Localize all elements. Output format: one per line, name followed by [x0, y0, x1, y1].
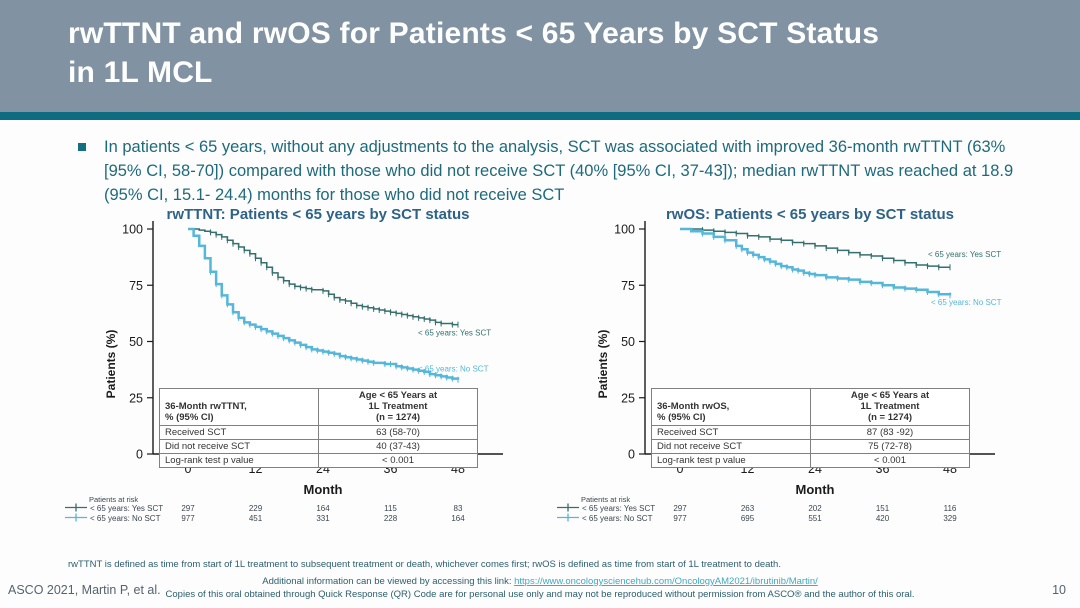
stats-row-value: 40 (37-43) [318, 438, 478, 455]
svg-text:0: 0 [136, 448, 143, 462]
at-risk-row-label: < 65 years: Yes SCT [582, 504, 656, 513]
svg-text:100: 100 [614, 223, 635, 237]
at-risk-value: 451 [248, 513, 263, 523]
stats-row: Did not receive SCT 40 (37-43) [159, 438, 478, 455]
x-axis-label: Month [795, 482, 835, 497]
stats-row-label: Did not receive SCT [651, 438, 811, 455]
stats-row-label: Log-rank test p value [651, 453, 811, 469]
at-risk-value: 116 [943, 504, 957, 513]
curve-end-label: < 65 years: Yes SCT [418, 329, 491, 338]
svg-text:75: 75 [621, 279, 635, 293]
at-risk-row-label: < 65 years: No SCT [582, 513, 653, 523]
stats-row-label: Received SCT [651, 424, 811, 440]
at-risk-value: 297 [673, 504, 687, 513]
patients-at-risk-label: Patients at risk [581, 495, 631, 504]
footnote-definitions: rwTTNT is defined as time from start of … [68, 559, 781, 570]
stats-row-value: 75 (72-78) [810, 438, 970, 455]
at-risk-value: 420 [875, 513, 890, 523]
stats-row: Received SCT 87 (83 -92) [651, 424, 970, 440]
at-risk-value: 695 [740, 513, 755, 523]
at-risk-row-label: < 65 years: No SCT [90, 513, 161, 523]
stats-table: 36-Month rwTTNT, % (95% CI) Age < 65 Year… [159, 388, 478, 469]
at-risk-value: 115 [384, 504, 397, 513]
patients-at-risk-label: Patients at risk [89, 495, 139, 504]
at-risk-value: 329 [943, 513, 957, 523]
summary-bullet-text: In patients < 65 years, without any adju… [104, 138, 1014, 204]
censor-marker-icon [65, 513, 87, 521]
stats-header-cell: 36-Month rwTTNT, % (95% CI) [159, 388, 319, 426]
svg-text:75: 75 [129, 279, 143, 293]
x-axis-label: Month [303, 482, 343, 497]
curve-end-label: < 65 years: No SCT [931, 298, 1002, 307]
at-risk-block: Month Patients at risk < 65 years: Yes SCT… [63, 474, 551, 544]
stats-row-label: Received SCT [159, 424, 319, 440]
at-risk-value: 229 [248, 504, 263, 513]
at-risk-value: 164 [451, 513, 465, 523]
censor-marker-icon [557, 503, 579, 512]
bullet-square-icon [78, 143, 86, 151]
stats-header-cell: Age < 65 Years at 1L Treatment (n = 1274… [318, 388, 478, 426]
curve-end-label: < 65 years: No SCT [418, 365, 489, 374]
at-risk-value: 151 [875, 504, 890, 513]
stats-row-value: 87 (83 -92) [810, 424, 970, 440]
stats-row: Log-rank test p value < 0.001 [651, 453, 970, 469]
chart-panel-rwttnt: rwTTNT: Patients < 65 years by SCT statu… [63, 204, 551, 550]
at-risk-value: 331 [316, 513, 330, 523]
y-axis-label: Patients (%) [104, 330, 118, 399]
at-risk-value: 164 [316, 504, 330, 513]
chart-title: rwTTNT: Patients < 65 years by SCT statu… [166, 206, 470, 223]
chart-panel-rwos: rwOS: Patients < 65 years by SCT status 1… [555, 204, 1043, 550]
at-risk-block: Month Patients at risk < 65 years: Yes SCT… [555, 474, 1043, 544]
stats-header-cell: 36-Month rwOS, % (95% CI) [651, 388, 811, 426]
at-risk-value: 977 [673, 513, 687, 523]
chart-title: rwOS: Patients < 65 years by SCT status [665, 206, 955, 223]
additional-info-prefix: Additional information can be viewed by … [262, 576, 515, 587]
at-risk-value: 263 [740, 504, 755, 513]
slide-title-line2: in 1L MCL [68, 56, 213, 89]
slide-header: rwTTNT and rwOS for Patients < 65 Years … [0, 0, 1080, 112]
svg-text:50: 50 [129, 335, 143, 349]
stats-header-cell: Age < 65 Years at 1L Treatment (n = 1274… [810, 388, 970, 426]
at-risk-value: 297 [181, 504, 195, 513]
stats-row-value: 63 (58-70) [318, 424, 478, 440]
at-risk-value: 202 [808, 504, 822, 513]
stats-row-value: < 0.001 [318, 453, 478, 469]
oncology-science-hub-link[interactable]: https://www.oncologysciencehub.com/Oncol… [514, 576, 818, 587]
svg-text:25: 25 [129, 391, 143, 405]
footnote-copies: Copies of this oral obtained through Qui… [165, 589, 915, 600]
stats-table: 36-Month rwOS, % (95% CI) Age < 65 Years … [651, 388, 970, 469]
page-number: 10 [1052, 583, 1066, 597]
stats-row: Did not receive SCT 75 (72-78) [651, 438, 970, 455]
stats-row-label: Did not receive SCT [159, 438, 319, 455]
svg-text:0: 0 [628, 448, 635, 462]
stats-row-value: < 0.001 [810, 453, 970, 469]
svg-text:25: 25 [621, 391, 635, 405]
citation: ASCO 2021, Martin P, et al. [8, 583, 161, 597]
at-risk-value: 83 [453, 504, 463, 513]
curve-end-label: < 65 years: Yes SCT [928, 250, 1001, 259]
at-risk-value: 551 [808, 513, 822, 523]
stats-row: Received SCT 63 (58-70) [159, 424, 478, 440]
y-axis-label: Patients (%) [596, 330, 610, 399]
footnote-additional-info: Additional information can be viewed by … [0, 576, 1080, 587]
censor-marker-icon [557, 513, 579, 521]
header-accent-bar [0, 112, 1080, 120]
stats-row: Log-rank test p value < 0.001 [159, 453, 478, 469]
svg-text:50: 50 [621, 335, 635, 349]
at-risk-value: 228 [383, 513, 398, 523]
stats-row-label: Log-rank test p value [159, 453, 319, 469]
at-risk-value: 977 [181, 513, 195, 523]
at-risk-row-label: < 65 years: Yes SCT [90, 504, 164, 513]
slide-title: rwTTNT and rwOS for Patients < 65 Years … [68, 14, 879, 92]
slide-title-line1: rwTTNT and rwOS for Patients < 65 Years … [68, 17, 880, 50]
svg-text:100: 100 [122, 223, 143, 237]
censor-marker-icon [65, 503, 87, 512]
